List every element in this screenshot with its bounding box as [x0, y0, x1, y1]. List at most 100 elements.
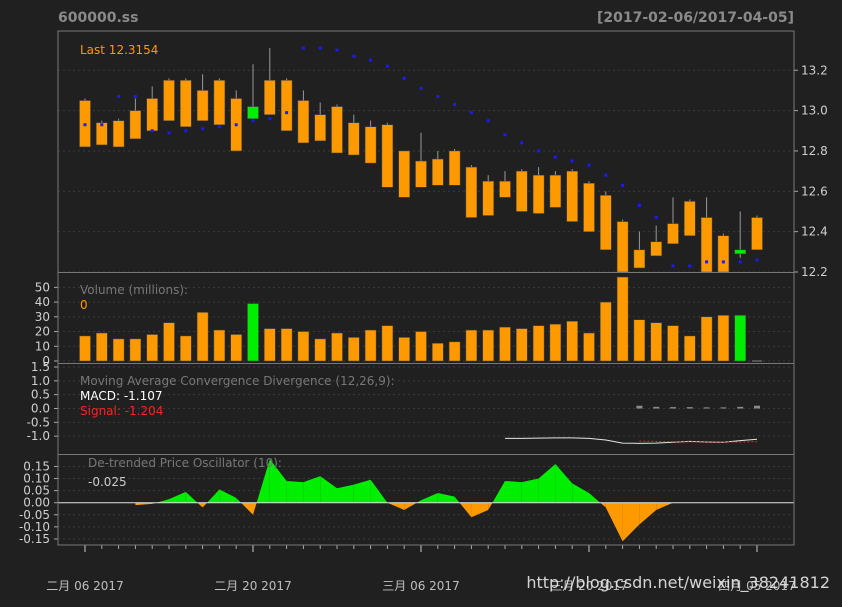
sar-point: [553, 155, 557, 159]
macd-histogram-bar: [703, 407, 710, 409]
macd-y-tick-label: 1.0: [31, 374, 50, 388]
watermark: http://blog.csdn.net/weixin_38241812: [526, 573, 830, 593]
dpo-area: [202, 502, 208, 508]
sar-point: [201, 127, 205, 131]
candle-body: [398, 150, 410, 198]
sar-point: [167, 131, 171, 135]
macd-histogram-bar: [720, 407, 727, 409]
sar-point: [637, 203, 641, 207]
dpo-area: [241, 502, 253, 515]
dpo-y-tick-label: 0.15: [23, 459, 50, 473]
macd-line: [505, 437, 758, 444]
macd-y-tick-label: -1.0: [27, 429, 50, 443]
volume-bar: [230, 334, 242, 362]
sar-point: [268, 117, 272, 121]
dpo-y-tick-label: 0.10: [23, 472, 50, 486]
dpo-area: [370, 479, 388, 503]
sar-point: [721, 260, 725, 264]
dpo-area: [219, 489, 237, 503]
x-tick-label: 三月 20 2017: [550, 579, 627, 593]
candle-body: [583, 182, 595, 232]
dpo-area: [169, 491, 186, 503]
dpo-area: [505, 480, 522, 503]
dpo-area: [589, 493, 601, 503]
x-tick-label: 三月 06 2017: [382, 579, 459, 593]
sar-point: [385, 64, 389, 68]
candle-body: [549, 174, 562, 208]
macd-histogram-bar: [636, 405, 643, 409]
volume-bar: [129, 338, 142, 362]
candle-body: [331, 106, 343, 154]
price-y-tick-label: 13.0: [801, 104, 828, 118]
dpo-area: [492, 480, 505, 503]
volume-bar: [348, 337, 360, 362]
dpo-area: [555, 464, 573, 503]
volume-bar: [432, 343, 444, 362]
candle-body: [381, 124, 394, 188]
volume-bar: [264, 328, 276, 362]
volume-bar: [616, 276, 629, 362]
candle-body: [196, 90, 209, 121]
dpo-last-value: -0.025: [88, 475, 127, 489]
volume-last-value: 0: [80, 298, 88, 312]
price-y-tick-label: 12.6: [801, 184, 828, 198]
candle-body: [129, 110, 142, 140]
dpo-area: [207, 489, 220, 503]
dpo-area: [135, 502, 153, 506]
candle-body: [280, 80, 293, 132]
volume-y-tick-label: 40: [35, 295, 50, 309]
volume-bar: [79, 335, 91, 362]
sar-point: [251, 119, 255, 123]
sar-point: [520, 141, 524, 145]
price-y-tick-label: 12.8: [801, 144, 828, 158]
sar-point: [150, 129, 154, 133]
x-axis: 二月 06 2017 二月 20 2017 三月 06 2017 三月 20 2017…: [46, 545, 796, 593]
sar-point: [537, 149, 541, 153]
candle-body: [616, 221, 629, 273]
candle-body: [700, 217, 713, 273]
sar-point: [469, 111, 473, 115]
sar-point: [671, 264, 675, 268]
dpo-area: [353, 479, 371, 503]
x-tick-label: 二月 20 2017: [214, 579, 291, 593]
symbol-title: 600000.ss: [58, 10, 138, 26]
dpo-area: [600, 502, 606, 508]
volume-bar: [448, 341, 461, 362]
volume-bar: [247, 303, 259, 362]
price-y-tick-label: 13.2: [801, 63, 828, 77]
candle-body: [247, 106, 259, 119]
sar-point: [83, 123, 87, 127]
sar-point: [738, 260, 742, 264]
volume-y-tick-label: 0: [42, 354, 50, 368]
sar-point: [570, 159, 574, 163]
dpo-area: [185, 491, 198, 503]
sar-point: [654, 216, 658, 220]
volume-bar: [297, 331, 310, 362]
dpo-area: [471, 502, 489, 518]
signal-value-label: Signal: -1.204: [80, 404, 163, 418]
sar-point: [587, 163, 591, 167]
volume-bar: [314, 338, 326, 362]
candle-body: [465, 166, 478, 218]
candle-body: [751, 217, 763, 251]
sar-point: [453, 103, 457, 107]
sar-point: [755, 258, 759, 262]
volume-bar: [482, 329, 494, 362]
macd-histogram-bar: [653, 406, 660, 409]
candle-body: [600, 195, 612, 251]
candle-body: [314, 114, 326, 142]
sar-point: [419, 86, 423, 90]
candle-body: [96, 122, 108, 146]
volume-bar: [331, 332, 343, 362]
sar-point: [100, 123, 104, 127]
volume-bar: [600, 301, 612, 362]
dpo-y-tick-label: -0.15: [19, 532, 50, 546]
candle-body: [146, 98, 158, 132]
price-y-tick-label: 12.4: [801, 225, 828, 239]
volume-y-tick-label: 30: [35, 310, 50, 324]
dpo-area: [256, 459, 270, 503]
volume-bar: [163, 322, 175, 362]
volume-bar: [499, 326, 511, 362]
